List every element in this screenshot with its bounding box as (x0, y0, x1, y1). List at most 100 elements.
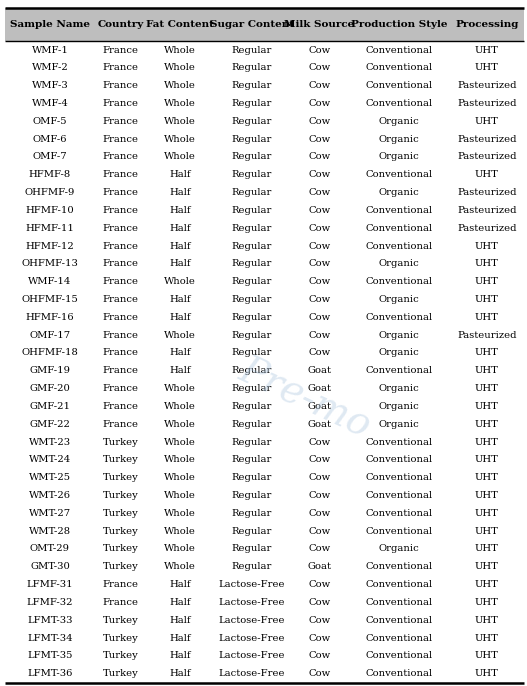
Text: Regular: Regular (232, 45, 272, 55)
Text: France: France (103, 259, 139, 268)
Text: Whole: Whole (164, 456, 196, 464)
Text: France: France (103, 206, 139, 215)
Text: France: France (103, 224, 139, 233)
Text: Pasteurized: Pasteurized (457, 188, 516, 197)
Text: Regular: Regular (232, 295, 272, 304)
Text: Cow: Cow (308, 509, 330, 518)
Bar (5, 8, 524, 41)
Text: Turkey: Turkey (103, 634, 139, 643)
Text: Half: Half (169, 616, 191, 625)
Text: Half: Half (169, 580, 191, 589)
Text: Conventional: Conventional (365, 63, 433, 73)
Text: Regular: Regular (232, 473, 272, 482)
Text: Regular: Regular (232, 527, 272, 536)
Text: Pasteurized: Pasteurized (457, 206, 516, 215)
Text: France: France (103, 63, 139, 73)
Text: Half: Half (169, 170, 191, 179)
Text: UHT: UHT (475, 651, 499, 661)
Text: Half: Half (169, 651, 191, 661)
Text: Organic: Organic (378, 402, 419, 411)
Text: France: France (103, 117, 139, 126)
Text: Whole: Whole (164, 420, 196, 429)
Text: HFMF-10: HFMF-10 (26, 206, 74, 215)
Text: Regular: Regular (232, 206, 272, 215)
Text: WMT-27: WMT-27 (29, 509, 71, 518)
Text: Cow: Cow (308, 241, 330, 250)
Text: France: France (103, 134, 139, 143)
Text: Conventional: Conventional (365, 473, 433, 482)
Text: Half: Half (169, 313, 191, 322)
Text: WMT-26: WMT-26 (29, 491, 71, 500)
Text: OMF-7: OMF-7 (33, 152, 67, 161)
Text: Half: Half (169, 598, 191, 607)
Text: Regular: Regular (232, 331, 272, 340)
Text: France: France (103, 366, 139, 375)
Text: Cow: Cow (308, 545, 330, 554)
Text: Cow: Cow (308, 598, 330, 607)
Text: UHT: UHT (475, 295, 499, 304)
Text: Conventional: Conventional (365, 438, 433, 447)
Text: UHT: UHT (475, 563, 499, 571)
Text: Organic: Organic (378, 384, 419, 393)
Text: Regular: Regular (232, 81, 272, 90)
Text: Conventional: Conventional (365, 456, 433, 464)
Text: UHT: UHT (475, 438, 499, 447)
Text: WMF-3: WMF-3 (32, 81, 69, 90)
Text: GMF-22: GMF-22 (30, 420, 71, 429)
Text: Lactose-Free: Lactose-Free (219, 634, 285, 643)
Text: Whole: Whole (164, 45, 196, 55)
Text: Cow: Cow (308, 634, 330, 643)
Text: Pasteurized: Pasteurized (457, 81, 516, 90)
Text: Sample Name: Sample Name (10, 20, 90, 29)
Text: Regular: Regular (232, 384, 272, 393)
Text: Pasteurized: Pasteurized (457, 99, 516, 108)
Text: Whole: Whole (164, 473, 196, 482)
Text: Pasteurized: Pasteurized (457, 224, 516, 233)
Text: Whole: Whole (164, 117, 196, 126)
Text: Lactose-Free: Lactose-Free (219, 598, 285, 607)
Text: UHT: UHT (475, 527, 499, 536)
Text: LFMT-35: LFMT-35 (27, 651, 73, 661)
Text: Organic: Organic (378, 420, 419, 429)
Text: Regular: Regular (232, 170, 272, 179)
Text: Half: Half (169, 259, 191, 268)
Text: Conventional: Conventional (365, 616, 433, 625)
Text: GMF-19: GMF-19 (30, 366, 71, 375)
Text: HFMF-16: HFMF-16 (26, 313, 74, 322)
Text: Cow: Cow (308, 188, 330, 197)
Text: Half: Half (169, 224, 191, 233)
Text: Cow: Cow (308, 616, 330, 625)
Text: UHT: UHT (475, 313, 499, 322)
Text: Conventional: Conventional (365, 81, 433, 90)
Text: France: France (103, 402, 139, 411)
Text: Cow: Cow (308, 99, 330, 108)
Text: Country: Country (97, 20, 144, 29)
Text: Whole: Whole (164, 509, 196, 518)
Text: Pasteurized: Pasteurized (457, 152, 516, 161)
Text: Conventional: Conventional (365, 634, 433, 643)
Text: Cow: Cow (308, 651, 330, 661)
Text: UHT: UHT (475, 117, 499, 126)
Text: Regular: Regular (232, 134, 272, 143)
Text: Regular: Regular (232, 348, 272, 357)
Text: France: France (103, 348, 139, 357)
Text: UHT: UHT (475, 259, 499, 268)
Text: Organic: Organic (378, 295, 419, 304)
Text: Conventional: Conventional (365, 563, 433, 571)
Text: WMT-24: WMT-24 (29, 456, 71, 464)
Text: UHT: UHT (475, 420, 499, 429)
Text: Regular: Regular (232, 188, 272, 197)
Text: Conventional: Conventional (365, 527, 433, 536)
Text: Organic: Organic (378, 117, 419, 126)
Text: UHT: UHT (475, 384, 499, 393)
Text: Conventional: Conventional (365, 277, 433, 286)
Text: UHT: UHT (475, 402, 499, 411)
Text: Whole: Whole (164, 81, 196, 90)
Text: Pasteurized: Pasteurized (457, 331, 516, 340)
Text: Regular: Regular (232, 402, 272, 411)
Text: UHT: UHT (475, 63, 499, 73)
Text: France: France (103, 241, 139, 250)
Text: Turkey: Turkey (103, 651, 139, 661)
Text: Cow: Cow (308, 348, 330, 357)
Text: UHT: UHT (475, 598, 499, 607)
